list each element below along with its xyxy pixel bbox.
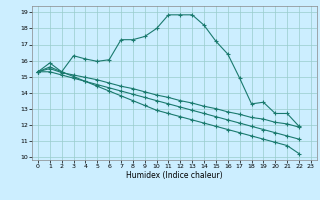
X-axis label: Humidex (Indice chaleur): Humidex (Indice chaleur): [126, 171, 223, 180]
